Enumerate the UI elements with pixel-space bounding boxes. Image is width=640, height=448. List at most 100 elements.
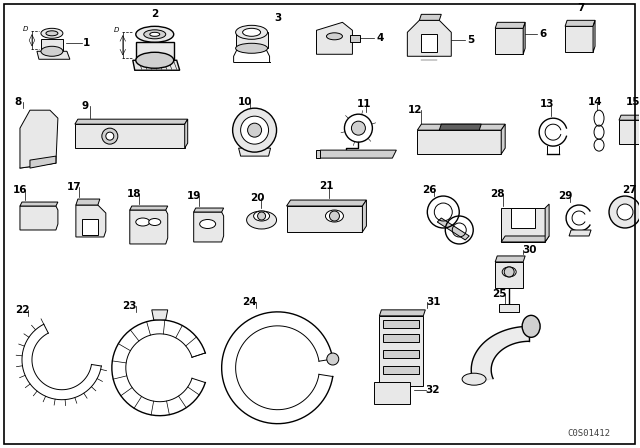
- Circle shape: [504, 267, 514, 277]
- Text: 13: 13: [540, 99, 554, 109]
- Polygon shape: [419, 14, 442, 20]
- Text: 4: 4: [377, 33, 384, 43]
- Circle shape: [248, 123, 262, 137]
- Text: 5: 5: [468, 35, 475, 45]
- Polygon shape: [523, 22, 525, 54]
- Polygon shape: [20, 206, 58, 230]
- Ellipse shape: [150, 32, 160, 36]
- Polygon shape: [569, 230, 591, 236]
- Text: 2: 2: [151, 9, 158, 19]
- Polygon shape: [619, 120, 640, 144]
- Polygon shape: [236, 32, 268, 48]
- Polygon shape: [317, 22, 353, 54]
- Polygon shape: [407, 20, 451, 56]
- Polygon shape: [545, 204, 549, 242]
- Polygon shape: [383, 350, 419, 358]
- Text: 32: 32: [425, 385, 440, 395]
- Polygon shape: [565, 20, 595, 26]
- Circle shape: [327, 353, 339, 365]
- Polygon shape: [619, 115, 640, 120]
- Text: 27: 27: [621, 185, 636, 195]
- Polygon shape: [75, 119, 188, 124]
- Polygon shape: [380, 316, 423, 386]
- Text: 15: 15: [626, 97, 640, 107]
- Text: C0S01412: C0S01412: [568, 429, 611, 438]
- Polygon shape: [194, 208, 223, 212]
- Circle shape: [102, 128, 118, 144]
- Polygon shape: [152, 310, 168, 320]
- Ellipse shape: [41, 28, 63, 38]
- Ellipse shape: [148, 219, 161, 225]
- Text: 10: 10: [237, 97, 252, 107]
- Polygon shape: [471, 326, 529, 383]
- Ellipse shape: [502, 267, 516, 277]
- Ellipse shape: [236, 43, 268, 53]
- Text: 24: 24: [243, 297, 257, 307]
- Ellipse shape: [136, 218, 150, 226]
- Circle shape: [257, 212, 266, 220]
- Polygon shape: [82, 219, 98, 235]
- Polygon shape: [75, 124, 185, 148]
- Polygon shape: [417, 124, 505, 130]
- Ellipse shape: [136, 52, 173, 68]
- Polygon shape: [239, 148, 271, 156]
- Text: 3: 3: [274, 13, 281, 23]
- Polygon shape: [501, 208, 545, 242]
- Text: 6: 6: [540, 29, 547, 39]
- Text: 22: 22: [15, 305, 29, 315]
- Circle shape: [617, 204, 633, 220]
- Polygon shape: [41, 39, 63, 51]
- Polygon shape: [185, 119, 188, 148]
- Circle shape: [232, 108, 276, 152]
- Polygon shape: [20, 202, 58, 206]
- Ellipse shape: [326, 33, 342, 40]
- Polygon shape: [132, 60, 180, 70]
- Polygon shape: [421, 34, 437, 52]
- Polygon shape: [317, 150, 396, 158]
- Text: 26: 26: [422, 185, 436, 195]
- Polygon shape: [76, 199, 100, 205]
- Circle shape: [330, 211, 339, 221]
- Text: 25: 25: [492, 289, 506, 299]
- Polygon shape: [383, 334, 419, 342]
- Ellipse shape: [253, 211, 269, 221]
- Polygon shape: [499, 304, 519, 312]
- Text: 9: 9: [81, 101, 88, 111]
- Polygon shape: [130, 206, 168, 210]
- Polygon shape: [136, 42, 173, 60]
- Text: D: D: [114, 27, 120, 33]
- Text: 23: 23: [122, 301, 137, 311]
- Polygon shape: [20, 110, 58, 168]
- Text: 7: 7: [577, 3, 585, 13]
- Polygon shape: [437, 218, 469, 240]
- Circle shape: [241, 116, 269, 144]
- Polygon shape: [130, 210, 168, 244]
- Polygon shape: [380, 310, 426, 316]
- Text: 19: 19: [186, 191, 201, 201]
- Text: 12: 12: [408, 105, 422, 115]
- Polygon shape: [317, 150, 321, 158]
- Polygon shape: [362, 200, 367, 232]
- Polygon shape: [287, 206, 362, 232]
- Polygon shape: [511, 208, 535, 228]
- Ellipse shape: [41, 46, 63, 56]
- Text: 21: 21: [319, 181, 333, 191]
- Polygon shape: [501, 124, 505, 154]
- Polygon shape: [351, 35, 360, 42]
- Polygon shape: [593, 20, 595, 52]
- Text: 8: 8: [14, 97, 22, 107]
- Polygon shape: [30, 156, 56, 168]
- Polygon shape: [383, 320, 419, 328]
- Ellipse shape: [236, 26, 268, 39]
- Polygon shape: [417, 130, 501, 154]
- Circle shape: [609, 196, 640, 228]
- Text: 20: 20: [250, 193, 265, 203]
- Text: 16: 16: [13, 185, 28, 195]
- Text: 18: 18: [127, 189, 141, 199]
- Polygon shape: [495, 256, 525, 262]
- Ellipse shape: [46, 31, 58, 36]
- Text: 11: 11: [357, 99, 372, 109]
- Polygon shape: [194, 212, 223, 242]
- Ellipse shape: [243, 28, 260, 36]
- Text: 14: 14: [588, 97, 602, 107]
